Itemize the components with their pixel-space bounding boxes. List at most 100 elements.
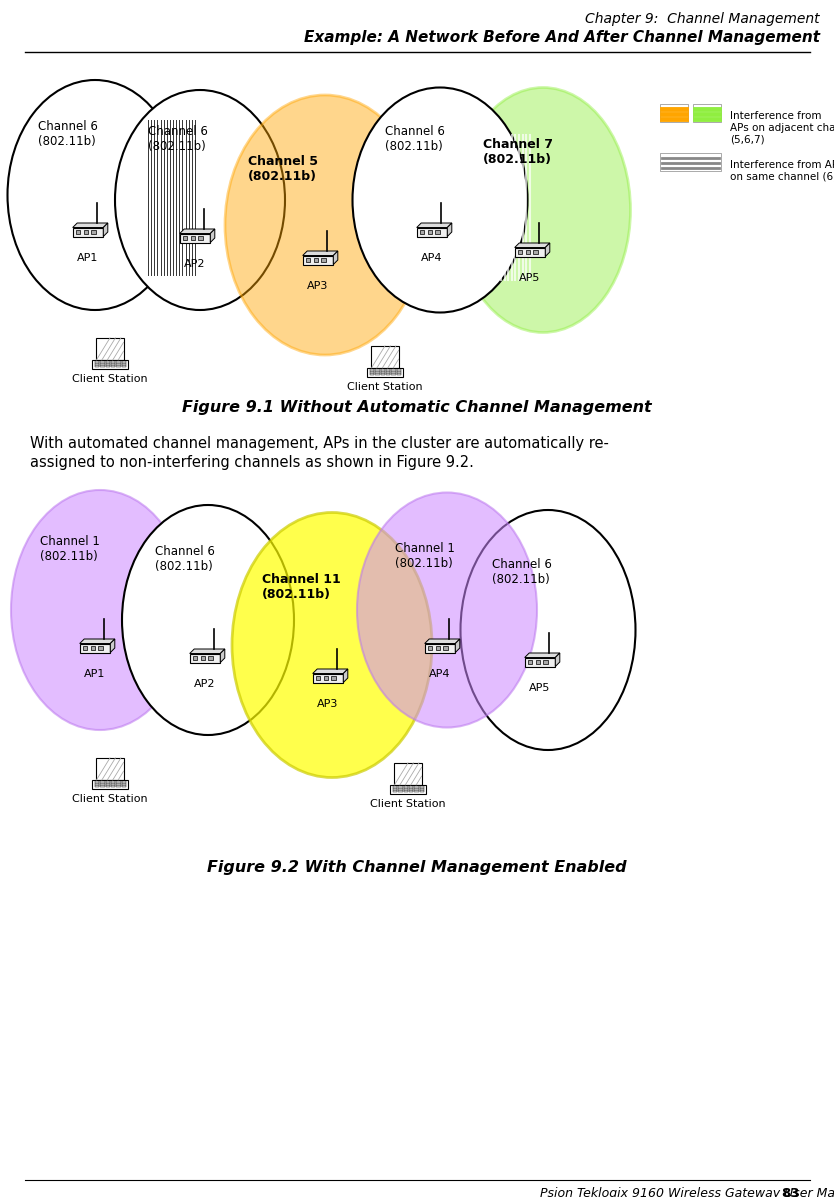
FancyBboxPatch shape xyxy=(100,785,105,786)
FancyBboxPatch shape xyxy=(97,758,123,780)
Polygon shape xyxy=(103,223,108,237)
FancyBboxPatch shape xyxy=(208,656,213,660)
FancyBboxPatch shape xyxy=(409,786,414,788)
Text: Client Station: Client Station xyxy=(73,794,148,804)
FancyBboxPatch shape xyxy=(106,363,110,365)
FancyBboxPatch shape xyxy=(313,674,344,682)
Polygon shape xyxy=(210,229,215,243)
FancyBboxPatch shape xyxy=(97,338,123,360)
FancyBboxPatch shape xyxy=(98,646,103,650)
FancyBboxPatch shape xyxy=(404,788,408,790)
FancyBboxPatch shape xyxy=(370,373,374,375)
Polygon shape xyxy=(220,649,225,662)
FancyBboxPatch shape xyxy=(399,786,403,788)
FancyBboxPatch shape xyxy=(314,259,318,262)
Text: Interference from
APs on adjacent channels
(5,6,7): Interference from APs on adjacent channe… xyxy=(730,111,834,144)
FancyBboxPatch shape xyxy=(100,361,105,363)
Text: Channel 6
(802.11b): Channel 6 (802.11b) xyxy=(385,124,445,153)
FancyBboxPatch shape xyxy=(100,365,105,366)
Text: Psion Teklogix 9160 Wireless Gateway User Manual: Psion Teklogix 9160 Wireless Gateway Use… xyxy=(540,1187,834,1197)
FancyBboxPatch shape xyxy=(95,363,99,365)
FancyBboxPatch shape xyxy=(435,646,440,650)
FancyBboxPatch shape xyxy=(417,227,447,237)
Text: Channel 1
(802.11b): Channel 1 (802.11b) xyxy=(40,535,100,563)
FancyBboxPatch shape xyxy=(83,230,88,233)
Polygon shape xyxy=(80,639,115,644)
FancyBboxPatch shape xyxy=(381,369,385,371)
Text: AP5: AP5 xyxy=(520,273,540,282)
FancyBboxPatch shape xyxy=(100,783,105,785)
FancyBboxPatch shape xyxy=(111,780,115,783)
FancyBboxPatch shape xyxy=(409,788,414,790)
FancyBboxPatch shape xyxy=(425,644,455,652)
FancyBboxPatch shape xyxy=(409,790,414,791)
FancyBboxPatch shape xyxy=(191,236,195,239)
FancyBboxPatch shape xyxy=(193,656,198,660)
FancyBboxPatch shape xyxy=(397,371,401,372)
FancyBboxPatch shape xyxy=(371,346,399,367)
FancyBboxPatch shape xyxy=(391,371,395,372)
FancyBboxPatch shape xyxy=(370,371,374,372)
FancyBboxPatch shape xyxy=(404,786,408,788)
FancyBboxPatch shape xyxy=(660,153,721,171)
Text: AP3: AP3 xyxy=(307,281,329,291)
Polygon shape xyxy=(425,639,460,644)
FancyBboxPatch shape xyxy=(111,783,115,785)
Ellipse shape xyxy=(225,95,425,356)
Polygon shape xyxy=(303,251,338,255)
FancyBboxPatch shape xyxy=(404,790,408,791)
Polygon shape xyxy=(455,639,460,652)
FancyBboxPatch shape xyxy=(543,661,548,664)
Ellipse shape xyxy=(460,510,636,751)
FancyBboxPatch shape xyxy=(111,785,115,786)
FancyBboxPatch shape xyxy=(443,646,448,650)
Text: Chapter 9:  Channel Management: Chapter 9: Channel Management xyxy=(585,12,820,26)
Text: AP5: AP5 xyxy=(530,683,550,693)
Text: Channel 6
(802.11b): Channel 6 (802.11b) xyxy=(148,124,208,153)
FancyBboxPatch shape xyxy=(391,369,395,371)
FancyBboxPatch shape xyxy=(316,676,320,680)
FancyBboxPatch shape xyxy=(331,676,336,680)
Polygon shape xyxy=(447,223,452,237)
Text: AP4: AP4 xyxy=(430,669,450,679)
FancyBboxPatch shape xyxy=(95,780,99,783)
FancyBboxPatch shape xyxy=(528,661,532,664)
FancyBboxPatch shape xyxy=(76,230,80,233)
FancyBboxPatch shape xyxy=(303,255,334,265)
Text: Client Station: Client Station xyxy=(73,373,148,384)
Ellipse shape xyxy=(353,87,527,312)
FancyBboxPatch shape xyxy=(324,676,328,680)
FancyBboxPatch shape xyxy=(321,259,326,262)
FancyBboxPatch shape xyxy=(394,762,422,785)
Ellipse shape xyxy=(232,512,432,778)
Text: assigned to non-interfering channels as shown in Figure 9.2.: assigned to non-interfering channels as … xyxy=(30,455,474,470)
FancyBboxPatch shape xyxy=(367,367,403,377)
FancyBboxPatch shape xyxy=(95,785,99,786)
FancyBboxPatch shape xyxy=(83,646,88,650)
Text: AP4: AP4 xyxy=(421,253,443,263)
Text: Channel 1
(802.11b): Channel 1 (802.11b) xyxy=(395,542,455,570)
Polygon shape xyxy=(313,669,348,674)
FancyBboxPatch shape xyxy=(660,104,688,122)
FancyBboxPatch shape xyxy=(117,363,121,365)
Text: Channel 6
(802.11b): Channel 6 (802.11b) xyxy=(38,120,98,148)
FancyBboxPatch shape xyxy=(375,369,379,371)
Polygon shape xyxy=(344,669,348,682)
FancyBboxPatch shape xyxy=(414,788,419,790)
FancyBboxPatch shape xyxy=(122,783,126,785)
FancyBboxPatch shape xyxy=(201,656,205,660)
FancyBboxPatch shape xyxy=(525,250,530,254)
FancyBboxPatch shape xyxy=(435,230,440,233)
FancyBboxPatch shape xyxy=(100,363,105,365)
FancyBboxPatch shape xyxy=(95,365,99,366)
Polygon shape xyxy=(334,251,338,265)
FancyBboxPatch shape xyxy=(95,783,99,785)
FancyBboxPatch shape xyxy=(73,227,103,237)
FancyBboxPatch shape xyxy=(183,236,188,239)
FancyBboxPatch shape xyxy=(198,236,203,239)
FancyBboxPatch shape xyxy=(399,790,403,791)
Text: 83: 83 xyxy=(781,1187,800,1197)
FancyBboxPatch shape xyxy=(381,371,385,372)
Text: Channel 7
(802.11b): Channel 7 (802.11b) xyxy=(483,138,553,166)
FancyBboxPatch shape xyxy=(95,361,99,363)
